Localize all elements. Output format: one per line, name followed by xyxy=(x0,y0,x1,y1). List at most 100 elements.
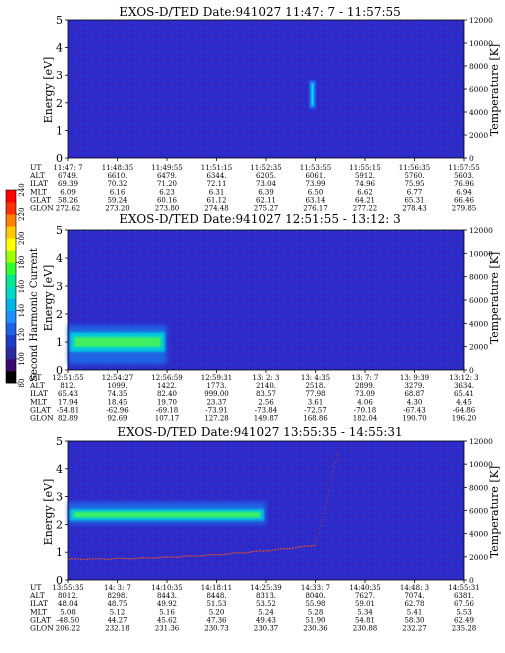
table-cell: 71.20 xyxy=(157,180,177,188)
y2-axis-label: Temperature [K] xyxy=(488,44,501,136)
panel-title: EXOS-D/TED Date:941027 11:47: 7 - 11:57:… xyxy=(119,5,401,19)
spectrogram-background xyxy=(68,20,464,158)
y-tick-label: 1 xyxy=(56,336,63,349)
colorbar-swatch xyxy=(6,334,16,348)
table-cell: 64.21 xyxy=(355,196,375,204)
colorbar-label: Second Harmonic Current xyxy=(29,248,40,382)
y2-tick-label: 6000 xyxy=(469,507,488,516)
y2-tick-label: 4000 xyxy=(469,530,488,539)
table-cell: -54.81 xyxy=(57,406,79,414)
table-cell: 274.48 xyxy=(204,205,229,213)
y2-tick-label: 2000 xyxy=(469,131,488,140)
table-cell: 13: 9:39 xyxy=(400,374,429,382)
colorbar-swatch xyxy=(6,250,16,263)
table-row-label: ALT xyxy=(29,381,45,390)
table-cell: 74.35 xyxy=(107,390,127,398)
table-cell: 149.87 xyxy=(254,415,279,423)
table-cell: 51.90 xyxy=(305,616,325,624)
table-cell: 275.27 xyxy=(254,205,279,213)
colorbar-swatch xyxy=(6,238,16,251)
table-cell: 1099. xyxy=(107,382,127,390)
y2-tick-label: 2000 xyxy=(469,343,488,352)
y2-tick-label: 2000 xyxy=(469,553,488,562)
table-cell: 4.30 xyxy=(407,398,423,406)
table-cell: 230.36 xyxy=(303,625,328,633)
table-cell: 8313. xyxy=(256,592,276,600)
table-cell: 63.14 xyxy=(305,196,326,204)
table-row-label: GLON xyxy=(30,204,54,213)
table-row-label: GLAT xyxy=(30,615,51,624)
table-cell: 5.41 xyxy=(407,608,423,616)
colorbar-swatch xyxy=(6,346,16,360)
table-cell: 11:53:55 xyxy=(300,164,331,172)
table-cell: 14:55:31 xyxy=(448,584,479,592)
table-cell: 72.11 xyxy=(206,180,226,188)
temperature-trace xyxy=(67,545,316,561)
table-cell: 14:33: 7 xyxy=(301,584,330,592)
y2-tick-label: 8000 xyxy=(469,62,488,71)
table-cell: 59.01 xyxy=(355,600,375,608)
table-cell: 5.24 xyxy=(258,608,274,616)
table-cell: 273.20 xyxy=(105,205,130,213)
y-tick-label: 3 xyxy=(56,69,63,82)
table-cell: 44.27 xyxy=(107,616,127,624)
y2-tick-label: 12000 xyxy=(469,437,493,446)
y-tick-label: 1 xyxy=(56,124,63,137)
table-cell: 168.86 xyxy=(303,415,328,423)
table-cell: -70.18 xyxy=(354,406,376,414)
table-cell: 107.17 xyxy=(155,415,180,423)
table-row-label: ALT xyxy=(29,591,45,600)
table-cell: 8443. xyxy=(157,592,177,600)
table-row-label: ALT xyxy=(29,171,45,180)
y-tick-label: 5 xyxy=(56,224,63,237)
y-tick-label: 1 xyxy=(56,546,63,559)
table-cell: 62.49 xyxy=(454,616,474,624)
table-cell: -62.96 xyxy=(106,406,129,414)
table-cell: 3279. xyxy=(404,382,424,390)
table-cell: -72.57 xyxy=(304,406,326,414)
table-cell: 6205. xyxy=(256,172,276,180)
table-cell: 2518. xyxy=(305,382,325,390)
y2-axis-label: Temperature [K] xyxy=(488,252,501,344)
table-cell: 3.61 xyxy=(308,398,324,406)
table-cell: 277.22 xyxy=(353,205,378,213)
table-cell: -73.91 xyxy=(205,406,227,414)
table-cell: 13:12: 3 xyxy=(449,374,478,382)
table-cell: 48.04 xyxy=(58,600,79,608)
table-cell: 14:40:35 xyxy=(349,584,380,592)
table-cell: 5.53 xyxy=(456,608,472,616)
table-cell: 67.56 xyxy=(454,600,475,608)
table-cell: 6.39 xyxy=(258,188,274,196)
colorbar-swatch xyxy=(6,190,16,203)
table-row-label: ILAT xyxy=(30,599,48,608)
table-cell: 69.39 xyxy=(58,180,78,188)
colorbar-swatch xyxy=(6,370,16,384)
table-cell: 73.09 xyxy=(355,390,375,398)
table-cell: 14:25:39 xyxy=(250,584,281,592)
table-cell: 83.57 xyxy=(256,390,276,398)
colorbar-tick-label: 200 xyxy=(18,232,26,245)
table-cell: 5.16 xyxy=(159,608,175,616)
table-cell: 7627. xyxy=(355,592,375,600)
colorbar-swatch xyxy=(6,262,16,275)
table-cell: 11:57:55 xyxy=(448,164,479,172)
table-cell: 14: 3: 7 xyxy=(104,584,131,592)
colorbar-swatches xyxy=(5,189,17,384)
table-cell: -67.43 xyxy=(403,406,425,414)
table-cell: 8298. xyxy=(107,592,127,600)
y-tick-label: 0 xyxy=(56,364,63,377)
y-axis-label: Energy [eV] xyxy=(42,57,55,124)
table-cell: 3634. xyxy=(454,382,474,390)
ephemeris-table: UTALTILATMLTGLATGLON13:55:358012.48.045.… xyxy=(29,583,480,633)
table-cell: 53.52 xyxy=(256,600,276,608)
table-cell: 4.06 xyxy=(357,398,373,406)
table-cell: 13: 4:35 xyxy=(301,374,330,382)
table-cell: 18.45 xyxy=(107,398,127,406)
colorbar-swatch xyxy=(6,358,16,372)
table-cell: 2140. xyxy=(256,382,276,390)
table-row-label: ILAT xyxy=(30,389,48,398)
y2-tick-label: 12000 xyxy=(469,226,493,235)
table-cell: 6.62 xyxy=(357,188,373,196)
